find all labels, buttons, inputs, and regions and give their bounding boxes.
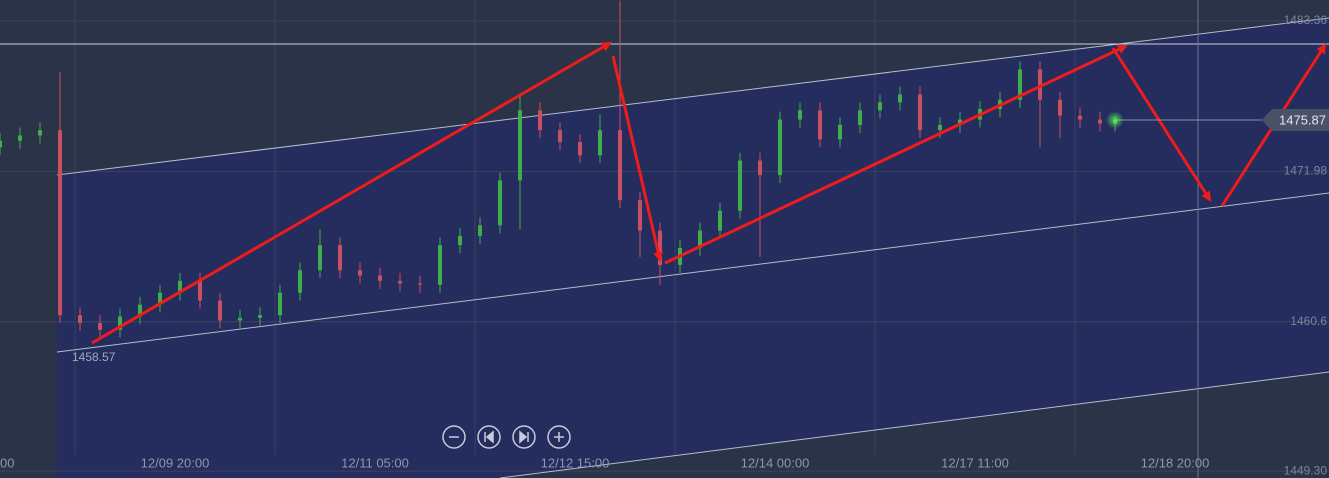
y-tick-label: 1449.30: [1284, 463, 1328, 477]
candle-body: [198, 280, 202, 301]
y-tick-label: 1471.98: [1284, 164, 1328, 178]
candle-body: [898, 94, 902, 103]
candle-body: [378, 275, 382, 281]
candle-body: [358, 270, 362, 276]
candle-body: [918, 94, 922, 131]
candle-body: [638, 200, 642, 231]
candle-body: [238, 317, 242, 321]
candle-body: [418, 283, 422, 285]
x-tick-label: 12/14 00:00: [741, 455, 810, 470]
low-annotation: 1458.57: [72, 350, 116, 364]
candle-body: [438, 245, 442, 285]
candle-body: [1098, 119, 1102, 124]
icon: [519, 430, 529, 444]
candle-body: [1058, 99, 1062, 116]
candle-body: [258, 315, 262, 318]
icon: [554, 432, 564, 442]
scroll-start-button[interactable]: [477, 425, 501, 449]
candle-body: [618, 130, 622, 201]
zoom-in-button[interactable]: [547, 425, 571, 449]
candle-body: [18, 135, 22, 141]
candle-body: [78, 315, 82, 324]
candle-body: [138, 304, 142, 317]
candle-body: [778, 119, 782, 176]
candle-body: [538, 110, 542, 131]
x-tick-label: 12/18 20:00: [1141, 455, 1210, 470]
candle-body: [698, 230, 702, 248]
scroll-end-button[interactable]: [512, 425, 536, 449]
channel-lower: [499, 371, 1329, 478]
x-tick-label: 12/11 05:00: [341, 455, 409, 470]
candle-body: [758, 160, 762, 176]
candle-body: [118, 316, 122, 330]
arrows: [91, 41, 1327, 345]
candle-body: [338, 245, 342, 271]
x-tick-label: 00: [0, 455, 14, 470]
candle-body: [818, 110, 822, 140]
candle-body: [738, 160, 742, 211]
y-tick-label: 1460.6: [1290, 314, 1327, 328]
candle-body: [298, 270, 302, 293]
candle-body: [598, 130, 602, 156]
y-tick-label: 1483.36: [1284, 13, 1328, 27]
candle-body: [98, 323, 102, 330]
candle-body: [938, 124, 942, 131]
candle-body: [478, 225, 482, 236]
price-tag: [1262, 108, 1329, 131]
candle-body: [578, 142, 582, 156]
last-price-glow: [1106, 110, 1124, 129]
icon: [484, 430, 494, 444]
arrow: [611, 55, 664, 262]
x-tick-label: 12/12 15:00: [541, 455, 610, 470]
candle-body: [498, 180, 502, 226]
candle-body: [58, 130, 62, 316]
candle-body: [658, 230, 662, 265]
candle-body: [1018, 69, 1022, 100]
x-tick-label: 12/17 11:00: [941, 455, 1009, 470]
candle-body: [178, 280, 182, 293]
candle-body: [38, 130, 42, 136]
candle-body: [278, 292, 282, 316]
x-tick-label: 12/09 20:00: [141, 455, 210, 470]
zoom-controls: [442, 425, 571, 449]
candle-body: [518, 110, 522, 181]
channel-middle: [56, 192, 1329, 353]
candle-body: [458, 235, 462, 246]
candle-body: [838, 124, 842, 140]
candle-body: [1078, 115, 1082, 120]
candle-body: [858, 110, 862, 125]
candle-body: [878, 102, 882, 111]
arrow: [1111, 47, 1212, 202]
candle-body: [558, 130, 562, 143]
candle-body: [798, 110, 802, 120]
candle-body: [958, 119, 962, 125]
candle-body: [398, 280, 402, 284]
candles: [0, 0, 1117, 338]
candle-body: [718, 210, 722, 231]
arrow: [664, 44, 1128, 265]
candle-body: [0, 140, 2, 148]
zoom-out-button[interactable]: [442, 425, 466, 449]
candle-body: [318, 245, 322, 271]
candle-body: [218, 300, 222, 321]
candle-body: [1038, 69, 1042, 100]
arrow: [91, 41, 612, 345]
candle-body: [158, 292, 162, 305]
price-tag-label: 1475.87: [1279, 112, 1326, 127]
channel-fill: [57, 18, 1329, 478]
